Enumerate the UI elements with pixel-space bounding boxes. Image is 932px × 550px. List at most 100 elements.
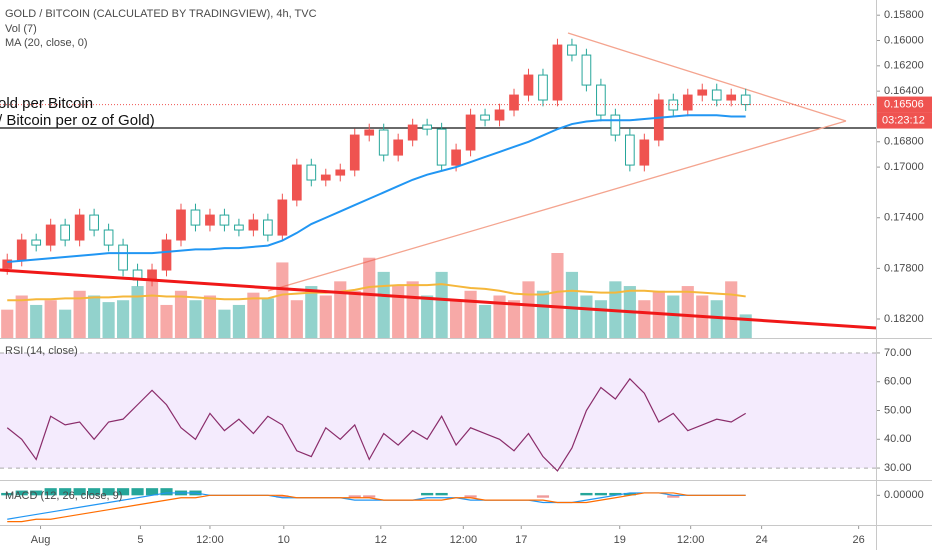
y-tick-label: 0.15800 (884, 9, 924, 21)
candle-body (480, 114, 490, 121)
candle-body (552, 44, 563, 101)
volume-bar (348, 290, 361, 338)
macd-histogram-bar (131, 488, 144, 496)
macd-histogram-bar (609, 492, 622, 496)
macd-histogram-bar (44, 488, 57, 496)
volume-bar (710, 300, 723, 338)
candle-body (740, 94, 751, 106)
volume-bar (681, 286, 694, 338)
macd-histogram-bar (348, 495, 361, 498)
candle-body (639, 139, 650, 166)
volume-bar (15, 295, 28, 338)
macd-histogram-bar (15, 490, 28, 496)
macd-line (7, 492, 746, 520)
candle-body (538, 74, 548, 101)
volume-bar (247, 292, 260, 338)
volume-bar (232, 304, 245, 338)
candle-body (103, 229, 114, 246)
candle-body (161, 239, 172, 271)
y-tick-label: 70.00 (884, 347, 912, 359)
volume-bar (667, 295, 680, 338)
candle-body (74, 214, 85, 241)
volume-bar (73, 290, 86, 338)
y-tick-label: 0.16800 (884, 136, 924, 148)
macd-histogram-bar (623, 492, 636, 496)
volume-bar (116, 300, 130, 338)
candle-body (509, 94, 519, 111)
volume-bar (507, 300, 521, 338)
macd-histogram-bar (580, 492, 593, 496)
candle-body (291, 164, 302, 201)
candle-body (436, 128, 447, 166)
candle-body (494, 109, 505, 121)
y-tick-label: 0.17800 (884, 262, 924, 274)
volume-bar (725, 281, 738, 338)
volume-bar (334, 281, 347, 338)
x-tick-label: 19 (614, 534, 626, 546)
countdown-tag (877, 112, 932, 129)
volume-bar (1, 309, 14, 338)
candle-body (523, 74, 534, 96)
volume-bar (392, 286, 405, 338)
y-tick-label: 0.16000 (884, 34, 924, 46)
macd-histogram-bar (276, 495, 289, 498)
volume-bar (30, 304, 43, 338)
volume-bar (261, 298, 274, 338)
candle-body (581, 54, 592, 86)
macd-histogram-bar (145, 488, 159, 496)
candle-body (190, 209, 201, 226)
macd-histogram-bar (667, 495, 680, 498)
volume-bar (493, 295, 506, 338)
y-tick-label: 0.18200 (884, 313, 924, 325)
volume-bar (565, 271, 579, 338)
candle-body (364, 129, 375, 136)
rsi-band (0, 352, 876, 469)
x-tick-label: 10 (278, 534, 290, 546)
y-tick-label: 0.00000 (884, 489, 924, 501)
candle-body (2, 259, 13, 269)
x-tick-label: 12 (375, 534, 387, 546)
candle-body (89, 214, 99, 231)
y-tick-label: 60.00 (884, 376, 912, 388)
macd-histogram-bar (73, 488, 86, 496)
volume-bar (88, 295, 101, 338)
plot: 0.15800 0.16000 0.16200 0.16400 0.16800 0.170… (0, 9, 932, 546)
trend-line (0, 268, 877, 330)
macd-histogram-bar (116, 488, 130, 496)
candle-body (451, 149, 461, 166)
candle-body (306, 164, 317, 181)
signal-line (7, 492, 746, 523)
candle-body (610, 114, 621, 136)
candle-body (567, 44, 577, 56)
countdown: 03:23:12 (882, 114, 925, 126)
volume-bar (363, 257, 376, 338)
volume-legend: Vol (7) (5, 23, 37, 35)
annotation: / Bitcoin per oz of Gold) (0, 112, 155, 129)
macd-histogram-bar (59, 488, 72, 496)
volume-bar (189, 300, 202, 338)
macd-histogram-bar (88, 488, 101, 496)
volume-bar (319, 295, 332, 338)
volume-bar (59, 309, 72, 338)
last-price-label: 0.16506 (884, 98, 924, 110)
volume-ma-line (7, 283, 746, 302)
candle-body (625, 134, 635, 166)
chart-title: GOLD / BITCOIN (CALCULATED BY TRADINGVIE… (5, 8, 317, 20)
candle-body (205, 214, 215, 226)
last-price-tag (877, 96, 932, 113)
macd-histogram-bar (536, 495, 550, 498)
candle-body (697, 89, 708, 96)
candle-body (711, 89, 722, 101)
candle-body (393, 139, 404, 156)
volume-bar (478, 304, 492, 338)
volume-bar (203, 295, 217, 338)
volume-bar (102, 302, 115, 338)
macd-histogram-bar (1, 492, 14, 496)
y-tick-label: 50.00 (884, 404, 912, 416)
candle-body (45, 224, 56, 246)
volume-bar (145, 281, 159, 338)
volume-bar (421, 295, 434, 338)
volume-bar (377, 271, 390, 338)
candle-body (465, 114, 476, 151)
